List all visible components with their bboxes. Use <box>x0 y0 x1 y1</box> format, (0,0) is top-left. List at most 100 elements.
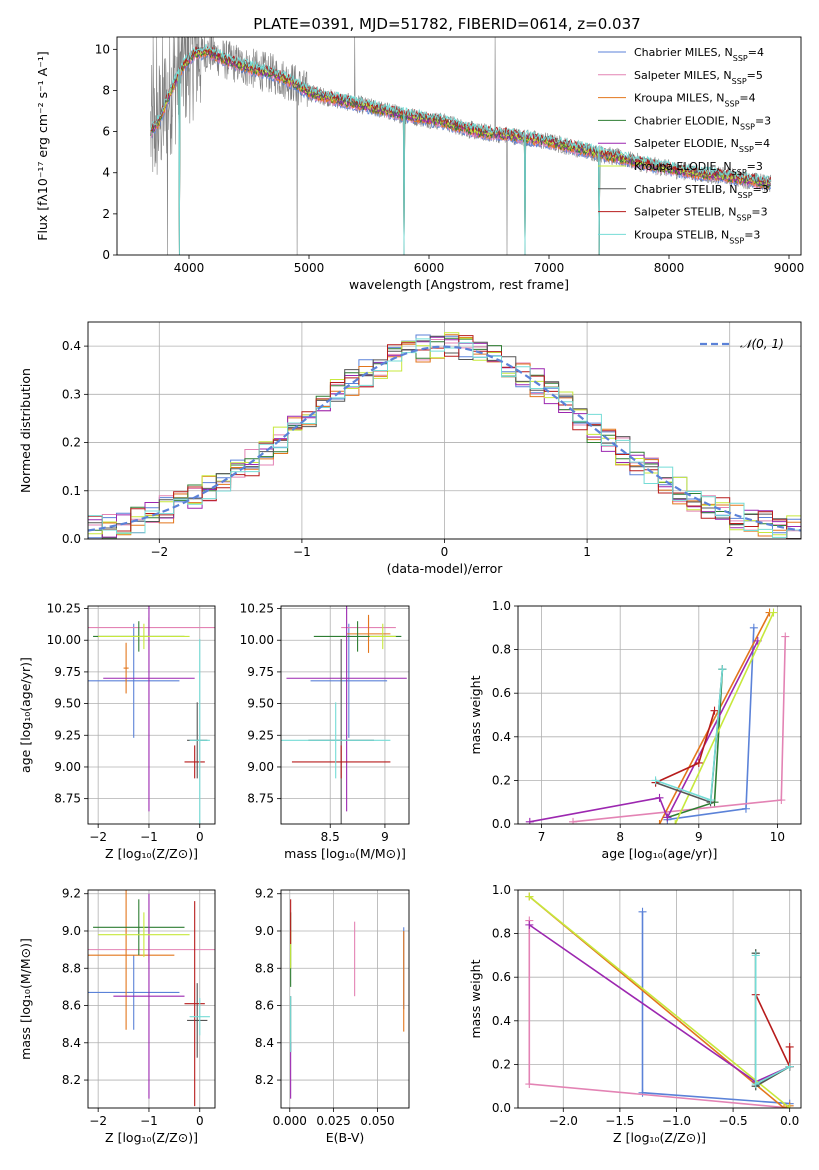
x-tick-label: 0 <box>196 830 204 844</box>
y-tick-label: 8.4 <box>255 1036 274 1050</box>
weight-line <box>641 911 790 1105</box>
x-tick-label: 7 <box>538 830 546 844</box>
legend-entry: Kroupa MILES, NSSP=4 <box>634 92 756 109</box>
x-axis-label: Z [log₁₀(Z/Z⊙)] <box>105 1130 198 1145</box>
y-tick-label: 0.0 <box>492 1101 511 1115</box>
weight-marker <box>694 758 703 767</box>
y-tick-label: 8.2 <box>255 1073 274 1087</box>
y-tick-label: 0.4 <box>62 339 81 353</box>
panel-weight-vs-age: 7 8 9 10 0.0 0.2 0.4 0.6 0.8 1.0 age [log₁₀(age/yr… <box>468 599 802 861</box>
panel-spectrum: 4000 5000 6000 7000 8000 9000 0 2 4 6 8 10 wavelengt… <box>35 15 805 292</box>
weight-marker <box>638 1088 647 1097</box>
panel-age-vs-Z: −2 −1 0 8.75 9.00 9.25 9.50 9.75 10.00 10.25 Z [lo… <box>18 602 216 861</box>
x-tick-label: 9000 <box>774 261 805 275</box>
weight-marker <box>769 608 778 617</box>
x-tick-label: 0 <box>196 1114 204 1128</box>
y-tick-label: 9.2 <box>62 887 81 901</box>
x-tick-label: 7000 <box>534 261 565 275</box>
y-tick-label: 10.00 <box>240 633 274 647</box>
y-axis-label: age [log₁₀(age/yr)] <box>18 657 33 773</box>
x-axis-label: age [log₁₀(age/yr)] <box>602 846 718 861</box>
y-tick-label: 9.75 <box>54 665 81 679</box>
x-axis-label: Z [log₁₀(Z/Z⊙)] <box>105 846 198 861</box>
x-axis-label: (data-model)/error <box>387 561 504 576</box>
legend-entry: Kroupa STELIB, NSSP=3 <box>634 228 760 245</box>
plot-area-weight-vs-age <box>525 608 790 824</box>
y-tick-label: 8.8 <box>255 961 274 975</box>
y-tick-label: 1.0 <box>492 883 511 897</box>
x-axis-label: E(B-V) <box>326 1130 365 1145</box>
weight-marker <box>785 1104 794 1108</box>
x-tick-label: −2 <box>150 545 168 559</box>
y-tick-label: 10.00 <box>47 633 81 647</box>
x-tick-label: −1 <box>140 1114 158 1128</box>
weight-line <box>529 640 759 823</box>
axes-frame <box>116 36 802 256</box>
y-tick-label: 9.50 <box>54 697 81 711</box>
axes-frame <box>87 321 802 540</box>
weight-line <box>674 612 775 824</box>
weight-marker <box>525 817 534 824</box>
y-tick-label: 0.8 <box>492 927 511 941</box>
weight-marker <box>785 1062 794 1071</box>
y-tick-label: 8.6 <box>255 999 274 1013</box>
y-axis-label: mass [log₁₀(M/M⊙)] <box>18 938 33 1060</box>
x-tick-label: −2 <box>89 1114 107 1128</box>
y-tick-label: 9.0 <box>255 924 274 938</box>
y-axis-label: mass weight <box>468 959 483 1038</box>
y-tick-label: 0.0 <box>62 532 81 546</box>
residual-histogram <box>88 338 801 539</box>
x-tick-label: 0.000 <box>273 1114 307 1128</box>
y-tick-label: 9.25 <box>54 728 81 742</box>
y-tick-label: 4 <box>102 166 110 180</box>
x-tick-label: 0 <box>441 545 449 559</box>
residual-histogram <box>88 335 801 539</box>
x-tick-label: −0.5 <box>719 1114 748 1128</box>
weight-line <box>667 669 724 819</box>
x-tick-label: −2 <box>89 830 107 844</box>
y-tick-label: 0.4 <box>492 1014 511 1028</box>
x-tick-label: 8.5 <box>321 830 340 844</box>
x-tick-label: −1 <box>140 830 158 844</box>
y-tick-label: 0.0 <box>492 817 511 831</box>
axes-frame <box>280 889 410 1109</box>
panel-mass-vs-EBV: 0.000 0.025 0.050 8.2 8.4 8.6 8.8 9.0 9.2 E(B-V) <box>255 887 410 1145</box>
residual-histogram <box>88 332 801 539</box>
y-tick-label: 0.2 <box>62 436 81 450</box>
legend-entry: Salpeter MILES, NSSP=5 <box>634 69 763 86</box>
y-tick-label: 9.00 <box>54 760 81 774</box>
panel-residuals: −2 −1 0 1 2 0.0 0.1 0.2 0.3 0.4 (data-model)/error… <box>18 321 802 576</box>
plot-area-age-vs-Z <box>88 606 215 824</box>
plot-area-weight-vs-Z <box>525 892 794 1108</box>
plot-area-mass-vs-Z <box>88 890 215 1107</box>
x-tick-label: 4000 <box>174 261 205 275</box>
y-tick-label: 0.8 <box>492 643 511 657</box>
normal-curve <box>88 345 801 532</box>
panel-weight-vs-Z: −2.0 −1.5 −1.0 −0.5 0.0 0.0 0.2 0.4 0.6 0.8 1.0 Z [… <box>468 883 802 1145</box>
weight-marker <box>663 813 672 822</box>
weight-marker <box>710 706 719 715</box>
weight-marker <box>785 1042 794 1051</box>
legend-entry: Chabrier MILES, NSSP=4 <box>634 46 764 63</box>
y-tick-label: 1.0 <box>492 599 511 613</box>
x-axis-label: Z [log₁₀(Z/Z⊙)] <box>613 1130 706 1145</box>
weight-marker <box>718 665 727 674</box>
y-tick-label: 8.75 <box>54 792 81 806</box>
weight-marker <box>777 796 786 805</box>
y-tick-label: 9.00 <box>247 760 274 774</box>
legend-entry: 𝒩(0, 1) <box>740 337 784 351</box>
y-tick-label: 9.0 <box>62 924 81 938</box>
y-tick-label: 2 <box>102 207 110 221</box>
y-tick-label: 8 <box>102 83 110 97</box>
y-axis-label: Flux [fλ10⁻¹⁷ erg cm⁻² s⁻¹ A⁻¹] <box>35 51 50 240</box>
weight-marker <box>781 632 790 641</box>
weight-marker <box>638 907 647 916</box>
legend-entry: Salpeter STELIB, NSSP=3 <box>634 206 768 223</box>
y-tick-label: 9.25 <box>247 728 274 742</box>
panel-age-vs-mass: 8.5 9 8.75 9.00 9.25 9.50 9.75 10.00 10.25 mass [… <box>240 602 410 861</box>
weight-marker <box>651 776 660 785</box>
axes-frame <box>517 889 802 1109</box>
weight-marker <box>706 796 715 805</box>
weight-line <box>528 924 791 1083</box>
